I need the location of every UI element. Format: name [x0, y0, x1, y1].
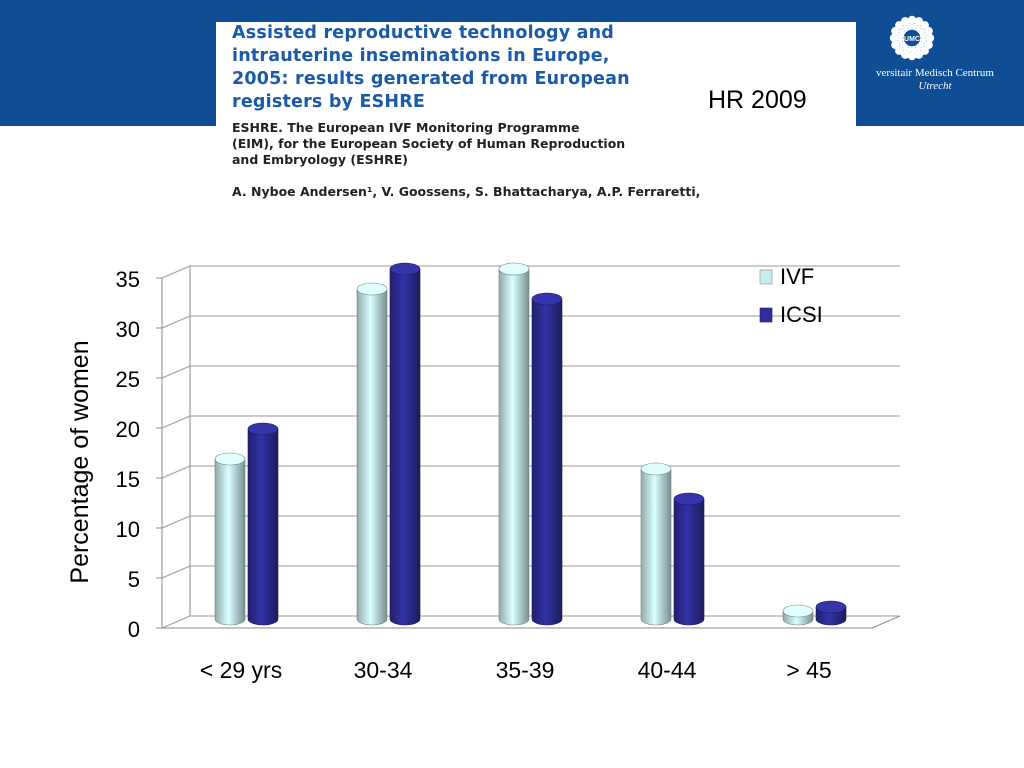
gridline: [161, 415, 900, 429]
paper-title-box: [216, 22, 856, 126]
chart-legend: IVF ICSI: [759, 264, 823, 327]
reference-line: and Embryology (ESHRE): [232, 152, 408, 167]
chart-gridlines: [156, 265, 900, 629]
bar-ivf-2: [498, 262, 530, 626]
bar-body: [389, 268, 421, 626]
y-tick-label: 20: [116, 417, 140, 442]
y-tick-label: 0: [128, 617, 140, 642]
paper-title-line: intrauterine inseminations in Europe,: [232, 46, 610, 66]
bar-top: [498, 262, 530, 276]
y-tick-label: 5: [128, 567, 140, 592]
floor-edge: [871, 615, 901, 629]
reference-line: (EIM), for the European Society of Human…: [232, 136, 626, 151]
bar-top: [531, 292, 563, 306]
umc-name: versitair Medisch Centrum Utrecht: [846, 67, 1024, 93]
paper-title-line: Assisted reproductive technology and: [232, 23, 615, 43]
journal-tag: HR 2009: [708, 86, 807, 114]
bar-icsi-2: [531, 292, 563, 626]
legend-swatch-icsi: [759, 307, 773, 323]
reference-line: ESHRE. The European IVF Monitoring Progr…: [232, 120, 580, 135]
bar-body: [640, 468, 672, 626]
x-tick-label: < 29 yrs: [200, 657, 282, 683]
bar-top: [247, 422, 279, 436]
bar-icsi-3: [673, 492, 705, 626]
umc-emblem-text: UMC: [904, 36, 920, 43]
chart-plot-area: [161, 266, 901, 629]
bar-top: [640, 462, 672, 476]
author-list: A. Nyboe Andersen¹, V. Goossens, S. Bhat…: [232, 184, 701, 199]
x-tick-label: 30-34: [354, 657, 413, 683]
bar-top: [673, 492, 705, 506]
chart-bars: [214, 262, 847, 626]
bar-ivf-4: [782, 604, 814, 626]
y-tick-label: 30: [116, 317, 140, 342]
bar-top: [782, 604, 814, 618]
bar-ivf-3: [640, 462, 672, 626]
bar-body: [531, 298, 563, 626]
umc-name-line: versitair Medisch Centrum: [876, 67, 994, 79]
paper-title-line: 2005: results generated from European: [232, 69, 630, 89]
bar-body: [498, 268, 530, 626]
bar-top: [815, 600, 847, 614]
legend-label-icsi: ICSI: [780, 302, 823, 327]
bar-body: [356, 288, 388, 626]
legend-label-ivf: IVF: [780, 264, 814, 289]
paper-title-line: registers by ESHRE: [232, 92, 426, 112]
bar-icsi-1: [389, 262, 421, 626]
x-tick-label: 40-44: [638, 657, 697, 683]
x-tick-label: 35-39: [496, 657, 555, 683]
umc-city: Utrecht: [918, 80, 952, 92]
gridline: [161, 315, 900, 329]
bar-body: [214, 458, 246, 626]
umc-sun-icon: UMC: [889, 15, 935, 61]
y-tick-label: 10: [116, 517, 140, 542]
bar-body: [247, 428, 279, 626]
x-tick-label: > 45: [786, 657, 831, 683]
bar-icsi-0: [247, 422, 279, 626]
y-tick-label: 25: [116, 367, 140, 392]
x-axis-ticks: < 29 yrs 30-34 35-39 40-44 > 45: [200, 657, 832, 683]
y-tick-label: 15: [116, 467, 140, 492]
bar-top: [389, 262, 421, 276]
bar-ivf-0: [214, 452, 246, 626]
gridline: [161, 265, 900, 279]
y-tick-label: 35: [116, 267, 140, 292]
bar-ivf-1: [356, 282, 388, 626]
reference-block: ESHRE. The European IVF Monitoring Progr…: [232, 120, 872, 168]
y-axis-ticks: 0 5 10 15 20 25 30 35: [116, 267, 140, 642]
bar-body: [673, 498, 705, 626]
bar-top: [356, 282, 388, 296]
legend-swatch-ivf: [759, 269, 773, 285]
paper-title: Assisted reproductive technology and int…: [232, 22, 862, 114]
bar-icsi-4: [815, 600, 847, 626]
bar-top: [214, 452, 246, 466]
y-axis-label: Percentage of women: [66, 340, 94, 583]
gridline: [161, 365, 900, 379]
